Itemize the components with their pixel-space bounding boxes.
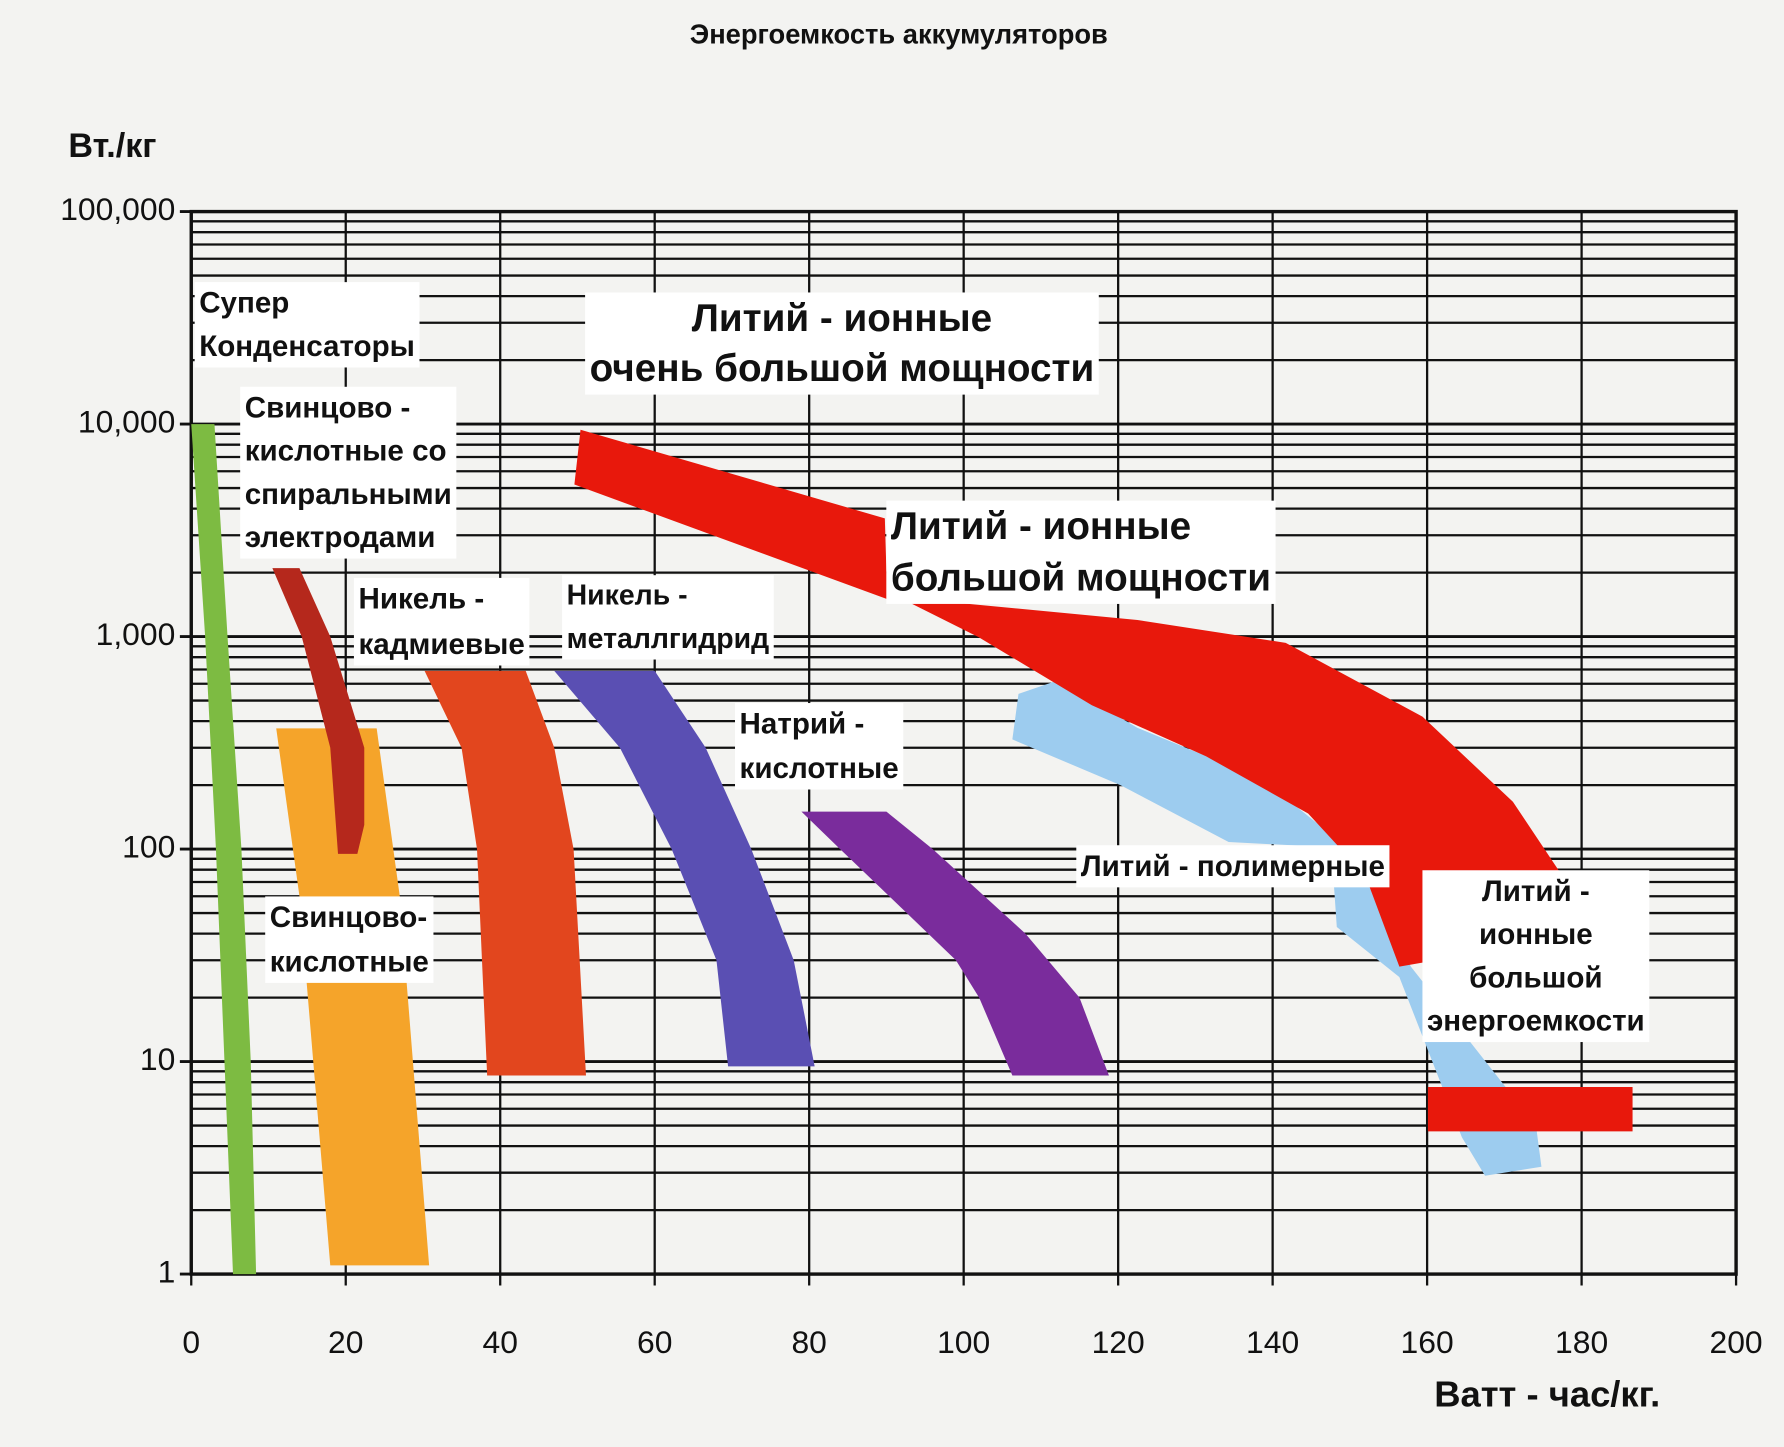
label-text: Свинцово - xyxy=(245,391,411,424)
region-label: Литий - полимерные xyxy=(1076,845,1390,888)
label-text: энергоемкости xyxy=(1427,1004,1645,1037)
label-text: кислотные со xyxy=(245,435,447,468)
region xyxy=(801,811,1109,1076)
label-text: Свинцово- xyxy=(270,901,427,934)
label-background xyxy=(1076,845,1390,888)
regions xyxy=(191,424,1633,1275)
x-tick-label: 120 xyxy=(1092,1324,1145,1360)
x-tick-label: 0 xyxy=(182,1324,200,1360)
region xyxy=(272,568,365,854)
label-text: Супер xyxy=(199,287,289,320)
chart-title: Энергоемкость аккумуляторов xyxy=(690,19,1108,50)
label-background xyxy=(562,575,774,660)
label-background xyxy=(585,292,1099,395)
region-label: Супер Конденсаторы xyxy=(194,282,420,368)
label-background xyxy=(240,386,457,559)
label-background xyxy=(735,703,904,790)
y-tick-label: 100,000 xyxy=(60,191,175,227)
plot-frame xyxy=(189,209,1738,1276)
y-tick-label: 1,000 xyxy=(96,616,176,652)
label-text: большой xyxy=(1469,961,1602,994)
y-axis-label: Вт./кг xyxy=(68,127,156,165)
region xyxy=(191,424,257,1275)
label-text: Литий - xyxy=(1482,875,1590,908)
region xyxy=(898,597,1590,967)
label-text: кадмиевые xyxy=(358,628,524,661)
x-tick-label: 40 xyxy=(483,1324,518,1360)
label-background xyxy=(194,282,420,368)
label-text: ионные xyxy=(1479,918,1593,951)
region-label: Литий - ионные большой энергоемкости xyxy=(1422,870,1650,1043)
region-label: Свинцово - кислотные со спиральными электро… xyxy=(240,386,457,559)
region-label: Натрий - кислотные xyxy=(735,703,904,790)
region-label: Никель - кадмиевые xyxy=(353,577,530,666)
x-axis-label: Ватт - час/кг. xyxy=(1434,1374,1660,1415)
label-text: Литий - ионные xyxy=(692,297,992,340)
y-tick-label: 10,000 xyxy=(78,403,175,439)
x-tick-label: 160 xyxy=(1401,1324,1454,1360)
label-text: Натрий - xyxy=(740,708,865,741)
label-text: Литий - ионные xyxy=(891,505,1191,548)
label-text: электродами xyxy=(245,521,436,554)
region-label: Свинцово-кислотные xyxy=(265,896,434,983)
region xyxy=(1427,1086,1633,1132)
y-tick-label: 10 xyxy=(140,1041,175,1077)
label-text: металлгидрид xyxy=(567,623,770,655)
x-tick-label: 60 xyxy=(637,1324,672,1360)
region-label: Никель - металлгидрид xyxy=(562,575,774,660)
region-label: Литий - ионные большой мощности xyxy=(886,500,1276,604)
region xyxy=(276,728,430,1266)
label-text: очень большой мощности xyxy=(590,347,1095,390)
y-tick-label: 100 xyxy=(122,828,175,864)
label-text: Никель - xyxy=(358,582,484,615)
x-tick-label: 100 xyxy=(937,1324,990,1360)
label-background xyxy=(1422,870,1650,1043)
label-text: большой мощности xyxy=(891,556,1271,599)
labels: СуперКонденсаторыСвинцово-кислотныеСвинц… xyxy=(194,282,1650,1043)
label-text: кислотные xyxy=(740,752,899,785)
y-tick-label: 1 xyxy=(158,1253,176,1289)
label-text: Конденсаторы xyxy=(199,330,415,363)
label-text: спиральными xyxy=(245,478,452,511)
region xyxy=(554,670,815,1067)
x-tick-label: 20 xyxy=(328,1324,363,1360)
region xyxy=(574,429,888,600)
label-background xyxy=(265,896,434,983)
region-label: Литий - ионные очень большой мощности xyxy=(585,292,1099,395)
label-text: Литий - полимерные xyxy=(1081,850,1385,883)
label-background xyxy=(353,577,530,666)
label-text: кислотные xyxy=(270,945,429,978)
x-tick-label: 200 xyxy=(1710,1324,1763,1360)
label-background xyxy=(886,500,1276,604)
x-tick-label: 180 xyxy=(1555,1324,1608,1360)
x-tick-label: 80 xyxy=(791,1324,826,1360)
x-tick-label: 140 xyxy=(1246,1324,1299,1360)
region xyxy=(424,670,586,1076)
label-text: Никель - xyxy=(567,580,688,612)
